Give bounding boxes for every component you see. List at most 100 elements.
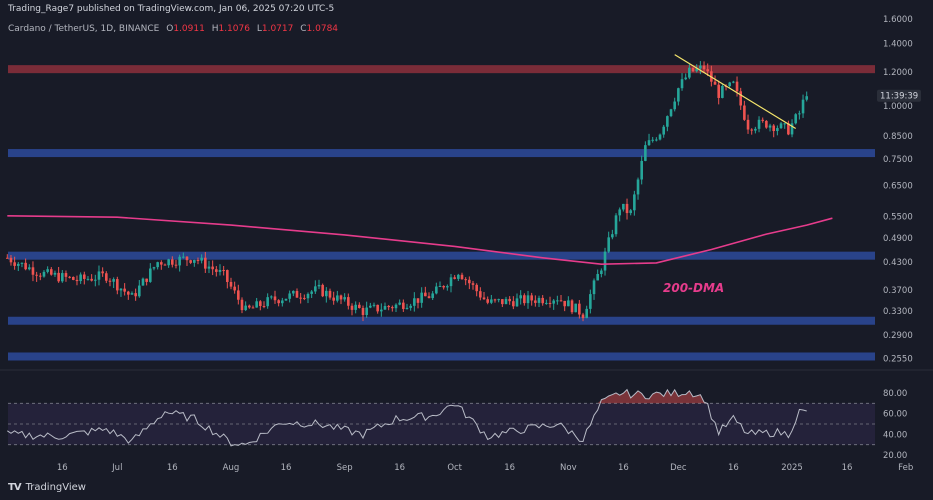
price-tick-5: 0.7500 — [883, 155, 913, 165]
time-tick-9: Nov — [560, 463, 577, 473]
candle-body — [292, 290, 295, 294]
candle-body — [798, 113, 801, 115]
candle-body — [405, 307, 409, 309]
time-tick-5: Sep — [337, 463, 353, 473]
dma200-line — [7, 215, 833, 266]
branding-text: TradingView — [25, 482, 86, 493]
candle-body — [482, 297, 486, 300]
candle-body — [237, 290, 240, 300]
candle-body — [145, 278, 148, 282]
zone-red-0 — [8, 65, 875, 74]
candle-body — [20, 262, 24, 264]
candle-body — [446, 286, 449, 288]
candle-body — [420, 292, 423, 303]
price-tick-0: 1.6000 — [883, 15, 913, 25]
price-tick-12: 0.2900 — [883, 331, 913, 341]
dma200-annotation: 200-DMA — [663, 281, 724, 295]
candle-body — [589, 294, 592, 309]
candle-body — [284, 298, 288, 301]
time-tick-0: 16 — [57, 463, 68, 473]
candle-body — [178, 256, 181, 266]
candle-body — [42, 271, 46, 277]
price-tick-2: 1.2000 — [883, 68, 913, 78]
candle-body — [552, 300, 555, 304]
candle-body — [607, 237, 610, 252]
candle-body — [266, 297, 269, 307]
candle-body — [717, 84, 720, 98]
candle-body — [200, 257, 203, 261]
candle-body — [713, 81, 717, 85]
candle-body — [94, 279, 97, 281]
candle-body — [581, 314, 585, 319]
candle-body — [328, 290, 332, 298]
candle-body — [86, 278, 90, 280]
candle-body — [508, 298, 511, 302]
tradingview-branding[interactable]: TV TradingView — [8, 482, 86, 493]
candle-body — [79, 274, 82, 282]
trendline — [674, 54, 797, 130]
candle-body — [592, 280, 596, 295]
price-tick-1: 1.4000 — [883, 40, 913, 50]
candle-body — [570, 300, 574, 313]
price-tick-11: 0.3300 — [883, 307, 913, 317]
candle-body — [497, 299, 500, 301]
candle-body — [185, 256, 189, 261]
candle-body — [108, 280, 112, 282]
candle-body — [248, 305, 251, 308]
candle-body — [105, 273, 108, 281]
candle-body — [350, 305, 354, 310]
candle-body — [361, 307, 365, 315]
candle-body — [728, 82, 731, 87]
candle-body — [754, 128, 757, 131]
candle-body — [50, 269, 53, 275]
time-tick-13: 2025 — [781, 463, 803, 473]
candle-body — [75, 279, 79, 282]
candle-body — [409, 305, 412, 308]
zone-blue-1 — [8, 149, 875, 158]
candle-body — [695, 68, 698, 72]
candle-body — [391, 307, 394, 309]
candle-body — [486, 299, 489, 303]
candle-body — [501, 299, 504, 305]
candle-body — [57, 272, 60, 282]
candle-body — [545, 302, 548, 304]
price-tick-6: 0.6500 — [883, 182, 913, 192]
candle-body — [321, 284, 324, 297]
candle-body — [779, 123, 783, 129]
candle-body — [17, 263, 20, 266]
candle-body — [90, 278, 93, 281]
candle-body — [259, 301, 262, 306]
candle-body — [449, 277, 453, 287]
candle-body — [732, 81, 735, 83]
rsi-tick-0: 80.00 — [883, 389, 907, 399]
candle-body — [13, 262, 16, 266]
time-axis-bg — [0, 459, 933, 500]
candle-body — [277, 300, 280, 304]
rsi-tick-3: 20.00 — [883, 451, 907, 461]
candle-body — [398, 302, 401, 305]
candle-body — [765, 120, 768, 128]
candle-body — [229, 281, 233, 287]
candle-body — [534, 300, 537, 303]
candle-body — [402, 302, 405, 309]
symbol-legend[interactable]: Cardano / TetherUS, 1D, BINANCE O1.0911 … — [8, 24, 338, 34]
publish-info: Trading_Rage7 published on TradingView.c… — [8, 4, 334, 14]
candle-body — [515, 298, 519, 307]
time-tick-3: Aug — [223, 463, 240, 473]
candle-body — [600, 270, 603, 275]
candle-body — [699, 65, 702, 69]
price-tick-13: 0.2550 — [883, 355, 913, 365]
time-tick-10: 16 — [618, 463, 629, 473]
candle-body — [163, 264, 167, 266]
candle-body — [677, 88, 680, 102]
candle-body — [394, 304, 398, 309]
time-tick-6: 16 — [394, 463, 405, 473]
candle-body — [207, 266, 211, 269]
candle-body — [97, 271, 101, 280]
price-axis: 1.6000 1.4000 1.2000 1.0000 0.8500 0.7500 0.65… — [883, 15, 913, 365]
high-value: 1.1076 — [218, 24, 250, 34]
candle-body — [255, 301, 258, 308]
candle-body — [471, 283, 475, 285]
candle-body — [35, 274, 38, 276]
candle-body — [68, 276, 71, 278]
